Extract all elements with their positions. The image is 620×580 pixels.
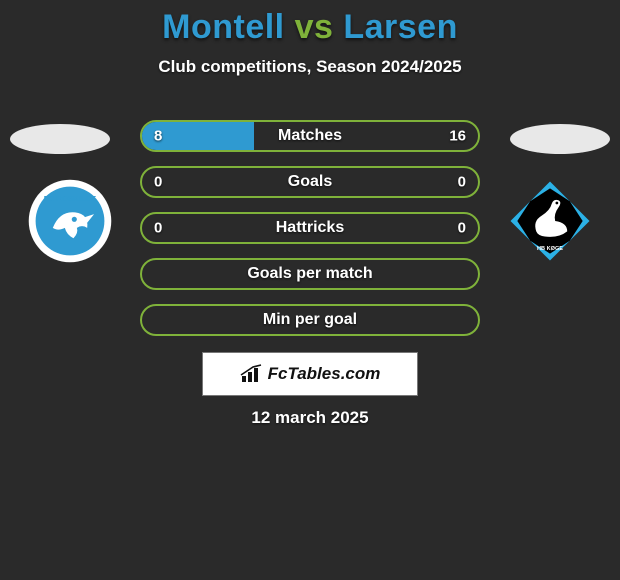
subtitle: Club competitions, Season 2024/2025 — [0, 57, 620, 77]
fc-roskilde-icon: FC ROSKILDE — [20, 178, 120, 264]
stat-value-left: 0 — [154, 174, 162, 191]
vs-separator: vs — [295, 8, 334, 46]
svg-text:FC ROSKILDE: FC ROSKILDE — [44, 194, 96, 203]
stat-label: Goals — [288, 173, 332, 191]
stat-row: Goals per match — [140, 258, 480, 290]
bar-chart-icon — [240, 364, 264, 384]
stat-label: Matches — [278, 127, 342, 145]
player-a-name: Montell — [162, 8, 284, 46]
stat-row: 0 Goals 0 — [140, 166, 480, 198]
stat-value-left: 8 — [154, 128, 162, 145]
page-title: Montell vs Larsen — [0, 0, 620, 47]
hb-koge-icon: HB KØGE — [500, 178, 600, 264]
stat-label: Hattricks — [276, 219, 344, 237]
player-b-name: Larsen — [343, 8, 458, 46]
stat-row: 0 Hattricks 0 — [140, 212, 480, 244]
club-badge-left: FC ROSKILDE — [20, 178, 120, 264]
stat-row: 8 Matches 16 — [140, 120, 480, 152]
stat-value-right: 16 — [449, 128, 466, 145]
player-a-photo-placeholder — [10, 124, 110, 154]
h2h-comparison-card: Montell vs Larsen Club competitions, Sea… — [0, 0, 620, 580]
stat-value-left: 0 — [154, 220, 162, 237]
brand-attribution[interactable]: FcTables.com — [202, 352, 418, 396]
brand-text: FcTables.com — [268, 364, 381, 384]
svg-text:HB KØGE: HB KØGE — [537, 246, 563, 252]
stat-value-right: 0 — [458, 174, 466, 191]
stat-label: Goals per match — [247, 265, 372, 283]
generated-date: 12 march 2025 — [0, 408, 620, 428]
club-badge-right: HB KØGE — [500, 178, 600, 264]
stat-row: Min per goal — [140, 304, 480, 336]
stats-list: 8 Matches 16 0 Goals 0 0 Hattricks 0 Goals per ma… — [140, 120, 480, 350]
stat-label: Min per goal — [263, 311, 357, 329]
stat-value-right: 0 — [458, 220, 466, 237]
player-b-photo-placeholder — [510, 124, 610, 154]
